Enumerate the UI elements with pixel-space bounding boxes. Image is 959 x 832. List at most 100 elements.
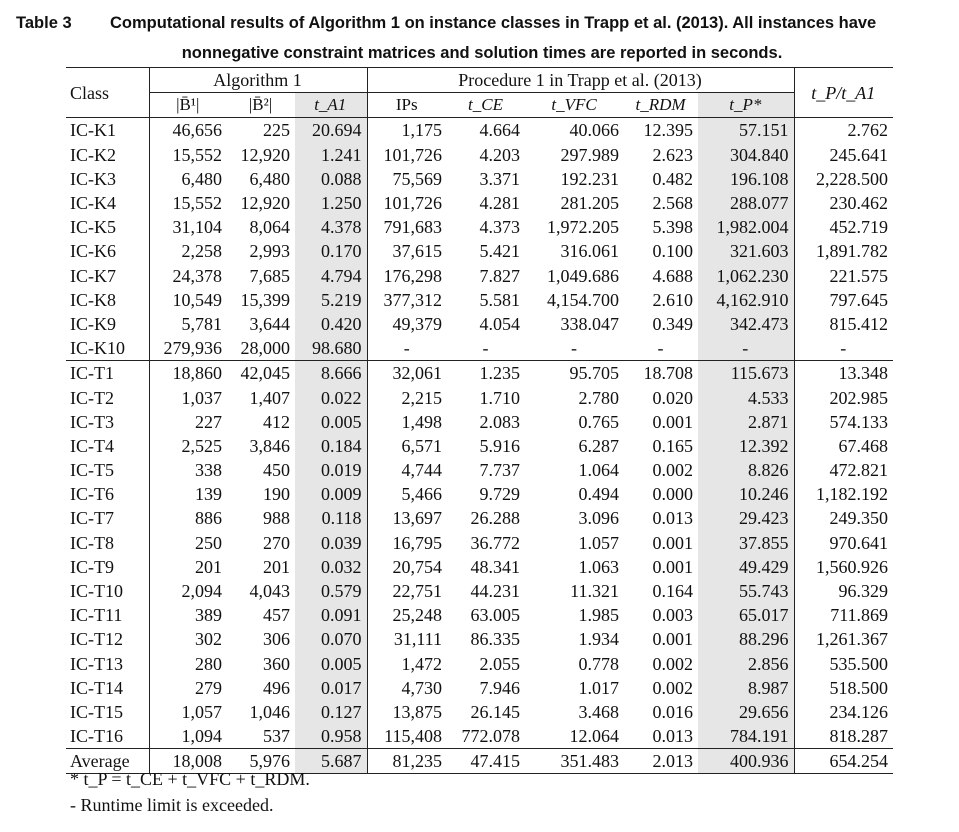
cell-class: IC-K10 <box>66 336 150 361</box>
cell-ratio: 815.412 <box>829 313 889 334</box>
cell-tvfc: 1,049.686 <box>547 265 620 286</box>
cell-b1: 279,936 <box>163 338 223 359</box>
cell-tp: 400.936 <box>698 748 795 775</box>
table-row: IC-K9 5,781 3,644 0.420 49,379 4.054 338.047 0.… <box>66 311 893 337</box>
cell-b2: 3,846 <box>249 435 291 456</box>
cell-ta1: 0.170 <box>295 239 368 264</box>
table-row: IC-T11 389 457 0.091 25,248 63.005 1.985 0.003 6… <box>66 603 893 628</box>
cell-b1: 10,549 <box>172 289 223 310</box>
cell-ips: 5,466 <box>401 484 443 505</box>
cell-trdm: 0.349 <box>652 313 694 334</box>
cell-ta1: 0.127 <box>295 699 368 725</box>
cell-tce: 47.415 <box>447 748 526 775</box>
header-trdm: t_RDM <box>635 95 686 115</box>
cell-tp: 115.673 <box>698 360 795 386</box>
cell-ratio: 654.254 <box>794 748 894 775</box>
cell-b2: 270 <box>263 532 290 553</box>
cell-tvfc: 1.934 <box>578 629 620 650</box>
cell-ta1: 0.118 <box>295 506 368 531</box>
cell-ratio: 472.821 <box>829 460 889 481</box>
cell-tp: 37.855 <box>698 530 795 555</box>
cell-ips: 16,795 <box>392 532 443 553</box>
header-row-2: |B̄¹| |B̄²| t_A1 IPs t_CE t_VFC t_RDM t_… <box>66 92 893 118</box>
cell-ratio: 249.350 <box>829 508 889 529</box>
cell-class: IC-K1 <box>66 117 150 143</box>
cell-class: IC-T3 <box>66 409 150 434</box>
cell-trdm: 0.001 <box>652 532 694 553</box>
cell-class: IC-T11 <box>66 603 150 628</box>
table-row: IC-K10 279,936 28,000 98.680 - - - - - - <box>66 336 893 361</box>
cell-ratio: 574.133 <box>829 411 889 432</box>
table-row: IC-K6 2,258 2,993 0.170 37,615 5.421 316.061 0.… <box>66 239 893 264</box>
cell-class: IC-T4 <box>66 433 150 458</box>
cell-b1: 2,094 <box>181 581 223 602</box>
cell-trdm: 0.020 <box>652 387 694 408</box>
cell-class: IC-K8 <box>66 287 150 312</box>
cell-trdm: 0.000 <box>652 484 694 505</box>
table-row: IC-K3 6,480 6,480 0.088 75,569 3.371 192.231 0.… <box>66 166 893 191</box>
table-row: IC-T12 302 306 0.070 31,111 86.335 1.934 0.001 8… <box>66 627 893 652</box>
cell-tp: 2.871 <box>698 409 795 434</box>
header-b1: |B̄¹| <box>176 95 200 115</box>
k-class-rows: IC-K1 46,656 225 20.694 1,175 4.664 40.066 12.3… <box>66 117 894 361</box>
cell-b1: 338 <box>195 460 222 481</box>
cell-ta1: 0.039 <box>295 530 368 555</box>
cell-trdm: 0.013 <box>652 726 694 747</box>
cell-tvfc: 1.057 <box>578 532 620 553</box>
cell-trdm: - <box>657 338 664 359</box>
cell-tce: 26.145 <box>470 701 521 722</box>
cell-ratio: 452.719 <box>829 217 889 238</box>
header-tvfc: t_VFC <box>551 95 597 115</box>
cell-b1: 15,552 <box>172 193 223 214</box>
cell-tp: 288.077 <box>698 190 795 216</box>
table-row: IC-T1 18,860 42,045 8.666 32,061 1.235 95.705 1… <box>66 360 894 386</box>
cell-ratio: 518.500 <box>829 677 889 698</box>
note-runtime-limit: - Runtime limit is exceeded. <box>70 795 274 815</box>
cell-tp: - <box>698 336 795 361</box>
cell-tp: 57.151 <box>698 117 795 143</box>
cell-ratio: 711.869 <box>830 605 889 626</box>
cell-b1: 1,057 <box>181 701 223 722</box>
cell-ta1: 0.579 <box>295 578 368 604</box>
cell-b1: 46,656 <box>149 117 227 143</box>
cell-b1: 280 <box>195 653 222 674</box>
cell-b1: 389 <box>195 605 222 626</box>
cell-trdm: 0.001 <box>652 629 694 650</box>
cell-ips: 75,569 <box>392 168 443 189</box>
cell-b2: 42,045 <box>227 360 295 386</box>
header-tce: t_CE <box>468 95 503 115</box>
cell-tvfc: 1.064 <box>578 460 620 481</box>
cell-ratio: 2,228.500 <box>816 168 889 189</box>
cell-tce: 1.710 <box>479 387 521 408</box>
cell-ratio: 221.575 <box>829 265 889 286</box>
cell-ips: 101,726 <box>383 193 443 214</box>
cell-tvfc: 316.061 <box>560 241 620 262</box>
cell-ratio: 1,560.926 <box>816 556 889 577</box>
cell-trdm: 4.688 <box>652 265 694 286</box>
caption-text-1: Computational results of Algorithm 1 on … <box>110 14 877 32</box>
cell-ratio: 234.126 <box>829 701 889 722</box>
cell-tp: 8.826 <box>698 458 795 483</box>
cell-ips: 176,298 <box>383 265 443 286</box>
cell-tce: 5.916 <box>479 435 521 456</box>
table-row: IC-T8 250 270 0.039 16,795 36.772 1.057 0.001 37… <box>66 530 893 555</box>
cell-b1: 18,008 <box>149 748 227 775</box>
cell-trdm: 2.623 <box>652 144 694 165</box>
cell-tp: 65.017 <box>698 603 795 628</box>
cell-b2: 7,685 <box>249 265 291 286</box>
header-ta1: t_A1 <box>295 92 368 118</box>
header-class: Class <box>66 66 150 118</box>
cell-tce: 2.055 <box>479 653 521 674</box>
table-row: IC-T4 2,525 3,846 0.184 6,571 5.916 6.287 0.165… <box>66 433 893 458</box>
cell-ta1: 0.005 <box>295 651 368 676</box>
cell-tce: 1.235 <box>447 360 526 386</box>
cell-ips: 20,754 <box>392 556 443 577</box>
cell-ips: 1,175 <box>367 117 448 143</box>
cell-ips: 115,408 <box>384 726 443 747</box>
table-row: IC-T3 227 412 0.005 1,498 2.083 0.765 0.001 2.87… <box>66 409 893 434</box>
cell-trdm: 0.002 <box>652 460 694 481</box>
cell-ips: 13,697 <box>392 508 443 529</box>
cell-ips: 31,111 <box>393 629 443 650</box>
cell-tvfc: 1.017 <box>578 677 620 698</box>
header-group-algorithm: Algorithm 1 <box>149 66 368 94</box>
